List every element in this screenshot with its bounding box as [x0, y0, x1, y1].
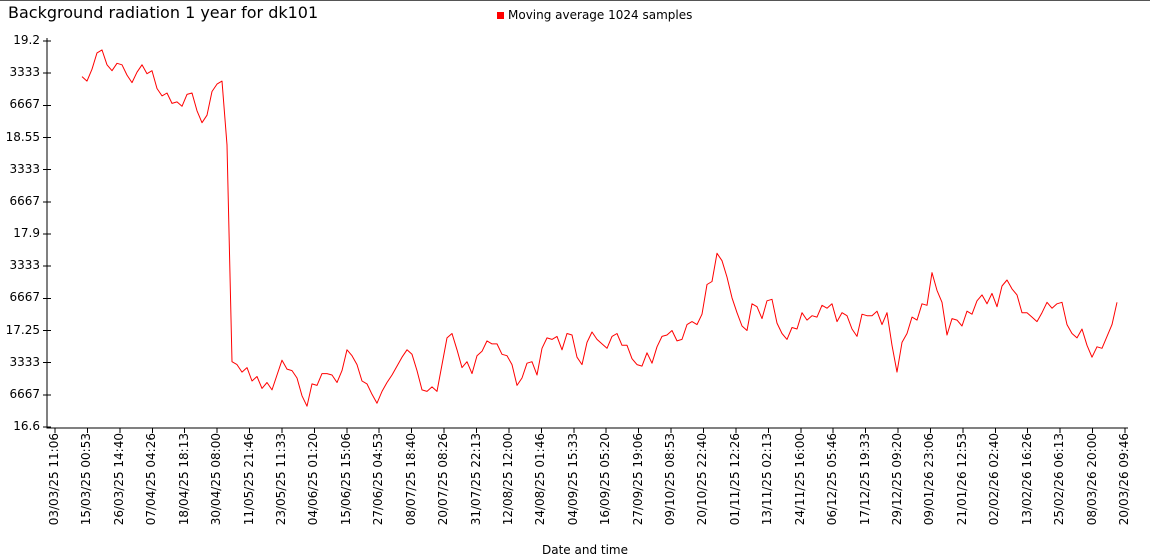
x-tick-label: 07/04/25 04:26	[144, 433, 159, 526]
y-tick-label: 6667	[9, 97, 40, 112]
x-tick-label: 11/05/25 21:46	[241, 433, 256, 526]
x-tick-label: 12/08/25 12:00	[500, 433, 515, 526]
x-tick-label: 23/05/25 11:33	[273, 433, 288, 526]
y-tick-label: 6667	[9, 386, 40, 401]
y-tick-label: 6667	[9, 193, 40, 208]
legend-label: Moving average 1024 samples	[508, 8, 693, 22]
x-tick-label: 08/03/26 20:00	[1084, 433, 1099, 526]
x-tick-label: 13/02/26 16:26	[1019, 433, 1034, 526]
x-tick-label: 06/12/25 05:46	[825, 433, 840, 526]
x-tick-label: 20/07/25 08:26	[436, 433, 451, 526]
x-tick-label: 15/06/25 15:06	[338, 433, 353, 526]
chart-title: Background radiation 1 year for dk101	[8, 3, 319, 22]
legend: Moving average 1024 samples	[497, 8, 692, 22]
x-tick-label: 20/03/26 09:46	[1117, 433, 1131, 526]
x-tick-label: 09/10/25 08:53	[663, 433, 678, 526]
x-tick-label: 24/08/25 01:46	[533, 433, 548, 526]
x-tick-label: 03/03/25 11:06	[47, 433, 61, 526]
x-tick-label: 09/01/26 23:06	[922, 433, 937, 526]
x-tick-label: 29/12/25 09:20	[890, 433, 905, 526]
x-tick-label: 20/10/25 22:40	[695, 433, 710, 526]
x-tick-label: 13/11/25 02:13	[760, 433, 775, 526]
legend-marker-icon	[497, 11, 504, 19]
x-tick-label: 01/11/25 12:26	[727, 433, 742, 526]
y-tick-label: 17.9	[13, 226, 40, 240]
series-line	[81, 49, 1118, 407]
x-tick-label: 30/04/25 08:00	[209, 433, 224, 526]
y-tick-label: 18.55	[5, 129, 40, 144]
x-tick-label: 24/11/25 16:00	[792, 433, 807, 526]
y-tick-label: 3333	[9, 161, 40, 176]
y-tick-label: 3333	[9, 65, 40, 80]
x-tick-label: 31/07/25 22:13	[468, 433, 483, 526]
y-tick-label: 17.25	[5, 322, 40, 337]
x-tick-label: 02/02/26 02:40	[987, 433, 1002, 526]
x-tick-label: 08/07/25 18:40	[403, 433, 418, 526]
y-tick-label: 19.2	[13, 33, 40, 47]
x-tick-label: 15/03/25 00:53	[79, 433, 94, 526]
x-tick-label: 27/06/25 04:53	[371, 433, 386, 526]
x-tick-label: 17/12/25 19:33	[857, 433, 872, 526]
x-tick-label: 27/09/25 19:06	[630, 433, 645, 526]
x-tick-label: 04/09/25 15:33	[565, 433, 580, 526]
x-tick-label: 26/03/25 14:40	[111, 433, 126, 526]
x-tick-label: 25/02/26 06:13	[1052, 433, 1067, 526]
x-axis-title: Date and time	[542, 543, 628, 557]
y-tick-label: 3333	[9, 354, 40, 369]
y-tick-label: 16.6	[13, 419, 40, 433]
axis-lines	[46, 38, 1128, 429]
top-border-line	[0, 0, 1150, 1]
x-tick-label: 21/01/26 12:53	[954, 433, 969, 526]
x-tick-label: 16/09/25 05:20	[598, 433, 613, 526]
y-tick-label: 6667	[9, 290, 40, 305]
x-tick-label: 18/04/25 18:13	[176, 433, 191, 526]
y-tick-label: 3333	[9, 258, 40, 273]
x-tick-label: 04/06/25 01:20	[306, 433, 321, 526]
